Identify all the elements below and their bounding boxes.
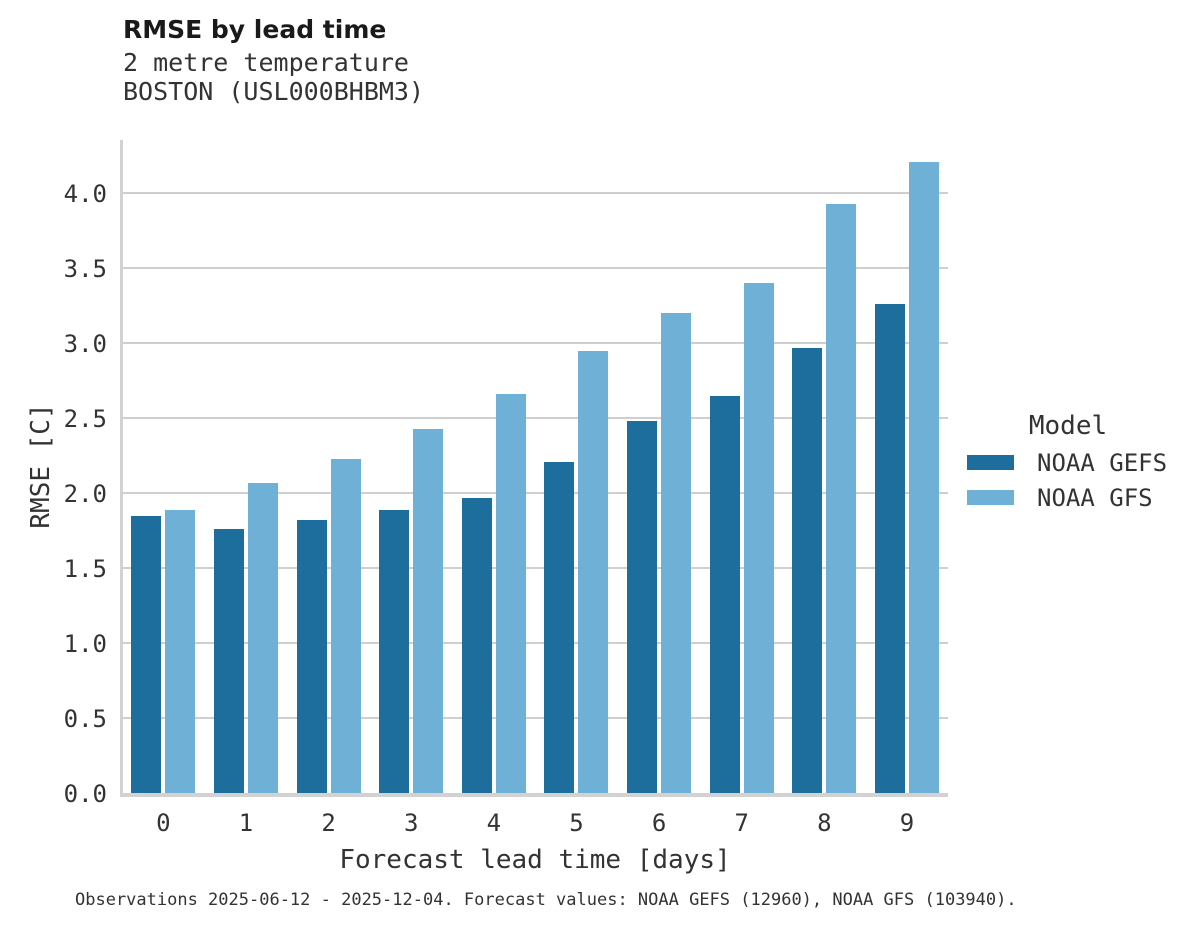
- gridline-y-1.0: [123, 642, 948, 644]
- bar-noaa-gfs-lead-8: [826, 203, 857, 793]
- legend-label-noaa-gefs: NOAA GEFS: [1037, 448, 1168, 477]
- legend-entry-noaa-gefs: NOAA GEFS: [967, 445, 1169, 480]
- gridline-y-2.5: [123, 417, 948, 419]
- x-tick-label-3: 3: [403, 809, 419, 837]
- legend-swatch-noaa-gfs: [967, 490, 1014, 505]
- plot-area: [123, 140, 948, 793]
- x-tick-label-2: 2: [321, 809, 336, 837]
- bar-noaa-gfs-lead-0: [165, 509, 196, 793]
- y-tick-label-4.0: 4.0: [63, 180, 107, 208]
- bar-noaa-gefs-lead-1: [213, 529, 244, 793]
- bar-noaa-gefs-lead-5: [544, 461, 575, 793]
- y-tick-label-2.0: 2.0: [63, 480, 107, 508]
- x-axis-tick-labels: 0 1 2 3 4 5 6 7 8 9: [123, 810, 948, 840]
- y-tick-label-0.5: 0.5: [63, 705, 107, 733]
- y-tick-label-1.0: 1.0: [63, 630, 107, 658]
- bar-noaa-gefs-lead-4: [461, 497, 492, 793]
- bar-noaa-gefs-lead-7: [709, 395, 740, 793]
- x-tick-label-9: 9: [899, 809, 915, 837]
- bar-noaa-gfs-lead-7: [743, 283, 774, 793]
- gridline-y-3.5: [123, 267, 948, 269]
- x-axis-title: Forecast lead time [days]: [339, 845, 731, 875]
- legend-title: Model: [1028, 411, 1108, 441]
- x-tick-label-6: 6: [651, 809, 667, 837]
- chart-subtitle-variable: 2 metre temperature: [123, 48, 409, 77]
- gridline-y-3.0: [123, 342, 948, 344]
- caption: Observations 2025-06-12 - 2025-12-04. Fo…: [75, 890, 1017, 910]
- bar-noaa-gefs-lead-0: [131, 515, 162, 793]
- y-tick-label-3.0: 3.0: [63, 330, 107, 358]
- bar-noaa-gfs-lead-3: [413, 428, 444, 793]
- bar-noaa-gfs-lead-1: [247, 482, 278, 793]
- bar-noaa-gefs-lead-2: [296, 520, 327, 793]
- y-tick-label-1.5: 1.5: [63, 555, 107, 583]
- x-tick-label-1: 1: [238, 809, 254, 837]
- title-block: RMSE by lead time 2 metre temperature BO…: [123, 14, 424, 106]
- y-tick-label-3.5: 3.5: [63, 255, 107, 283]
- y-tick-label-2.5: 2.5: [63, 405, 107, 433]
- y-axis-spine: [120, 140, 123, 797]
- chart-subtitle-station: BOSTON (USL000BHBM3): [123, 77, 425, 106]
- bar-noaa-gfs-lead-4: [495, 394, 526, 793]
- x-tick-label-5: 5: [569, 809, 584, 837]
- legend-swatch-noaa-gefs: [967, 455, 1014, 470]
- bar-noaa-gefs-lead-8: [792, 347, 823, 793]
- legend: Model NOAA GEFS NOAA GFS: [967, 412, 1169, 515]
- bar-noaa-gfs-lead-2: [330, 458, 361, 793]
- bar-noaa-gefs-lead-6: [627, 421, 658, 793]
- gridline-y-1.5: [123, 567, 948, 569]
- gridline-y-2.0: [123, 492, 948, 494]
- x-tick-label-4: 4: [486, 809, 502, 837]
- bar-noaa-gfs-lead-9: [908, 161, 939, 793]
- chart-title: RMSE by lead time: [123, 15, 387, 44]
- x-axis-spine: [120, 793, 948, 797]
- bar-noaa-gefs-lead-9: [874, 304, 905, 793]
- legend-entry-noaa-gfs: NOAA GFS: [967, 480, 1169, 515]
- legend-label-noaa-gfs: NOAA GFS: [1037, 483, 1153, 512]
- y-axis-tick-labels: 0.0 0.5 1.0 1.5 2.0 2.5 3.0 3.5 4.0: [0, 140, 107, 808]
- bar-noaa-gfs-lead-6: [661, 313, 692, 793]
- bar-noaa-gfs-lead-5: [578, 350, 609, 793]
- bar-noaa-gefs-lead-3: [379, 509, 410, 793]
- gridline-y-4.0: [123, 192, 948, 194]
- gridline-y-0.5: [123, 717, 948, 719]
- x-tick-label-8: 8: [817, 809, 832, 837]
- x-tick-label-0: 0: [156, 809, 171, 837]
- y-tick-label-0.0: 0.0: [63, 780, 107, 808]
- x-tick-label-7: 7: [734, 809, 749, 837]
